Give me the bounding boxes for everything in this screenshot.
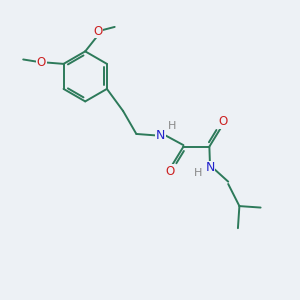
Text: H: H bbox=[167, 121, 176, 131]
Text: O: O bbox=[218, 116, 227, 128]
Text: N: N bbox=[205, 161, 214, 174]
Text: O: O bbox=[165, 165, 175, 178]
Text: H: H bbox=[194, 168, 202, 178]
Text: N: N bbox=[156, 129, 165, 142]
Text: O: O bbox=[93, 25, 102, 38]
Text: O: O bbox=[37, 56, 46, 69]
